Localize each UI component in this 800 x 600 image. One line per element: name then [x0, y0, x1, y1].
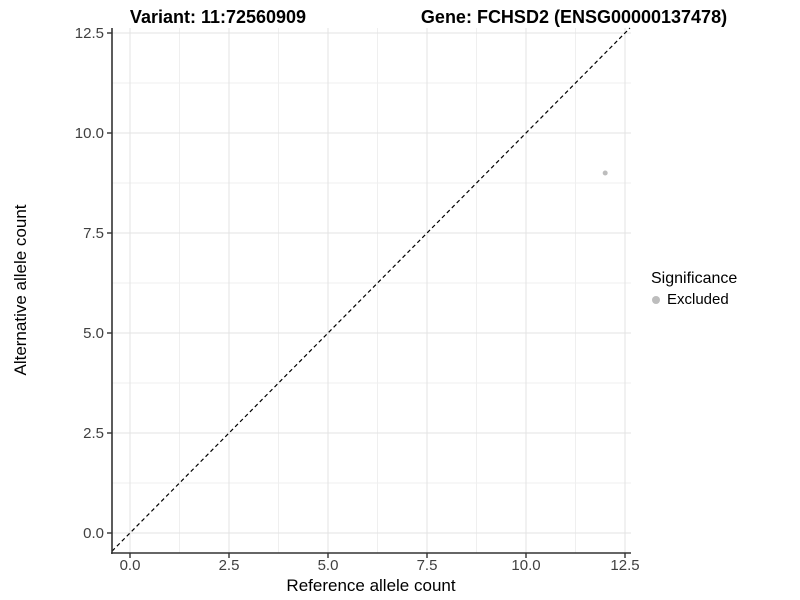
plot-title-variant: Variant: 11:72560909 — [129, 7, 307, 27]
legend-title: Significance — [651, 270, 738, 287]
y-tick-label: 12.5 — [75, 25, 104, 42]
x-tick-label: 12.5 — [610, 557, 639, 574]
x-tick-label: 7.5 — [417, 557, 438, 574]
x-tick-label: 5.0 — [318, 557, 339, 574]
x-tick-label: 10.0 — [511, 557, 540, 574]
data-point — [602, 170, 608, 176]
y-tick-label: 7.5 — [83, 225, 104, 242]
x-axis-title: Reference allele count — [286, 576, 456, 595]
y-tick-label: 10.0 — [75, 125, 104, 142]
y-tick-label: 2.5 — [83, 425, 104, 442]
legend-key-dot-icon — [652, 295, 660, 304]
y-axis-title: Alternative allele count — [11, 204, 30, 376]
legend: Significance Excluded — [650, 270, 737, 308]
legend-entry-label: Excluded — [667, 291, 729, 308]
identity-dashed-line — [111, 27, 631, 552]
x-tick-label: 0.0 — [120, 557, 141, 574]
legend-entry-excluded: Excluded — [650, 291, 737, 308]
y-tick-label: 0.0 — [83, 525, 104, 542]
plot-title-gene: Gene: FCHSD2 (ENSG00000137478) — [420, 7, 728, 27]
x-tick-label: 2.5 — [219, 557, 240, 574]
y-tick-label: 5.0 — [83, 325, 104, 342]
